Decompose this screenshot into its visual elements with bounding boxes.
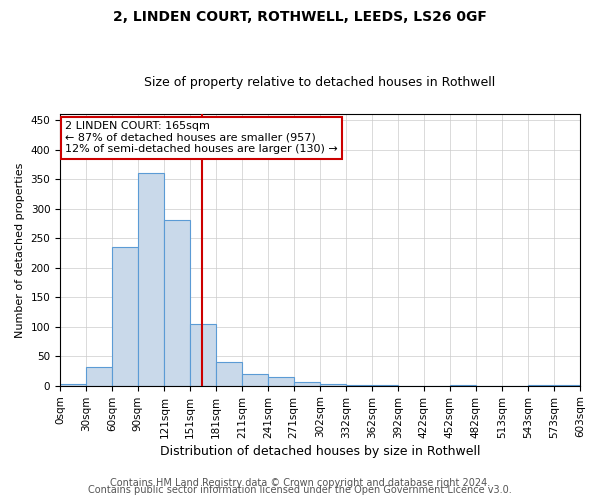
Bar <box>268 377 294 386</box>
Bar <box>372 384 398 386</box>
Text: Contains public sector information licensed under the Open Government Licence v3: Contains public sector information licen… <box>88 485 512 495</box>
Bar <box>137 174 164 386</box>
Bar <box>320 384 346 386</box>
Bar <box>112 247 137 386</box>
Bar <box>450 384 476 386</box>
Text: Contains HM Land Registry data © Crown copyright and database right 2024.: Contains HM Land Registry data © Crown c… <box>110 478 490 488</box>
Bar <box>346 384 372 386</box>
Title: Size of property relative to detached houses in Rothwell: Size of property relative to detached ho… <box>145 76 496 90</box>
Bar <box>216 362 242 386</box>
Bar <box>60 384 86 386</box>
Bar <box>242 374 268 386</box>
Bar <box>164 220 190 386</box>
Text: 2, LINDEN COURT, ROTHWELL, LEEDS, LS26 0GF: 2, LINDEN COURT, ROTHWELL, LEEDS, LS26 0… <box>113 10 487 24</box>
Bar <box>86 367 112 386</box>
X-axis label: Distribution of detached houses by size in Rothwell: Distribution of detached houses by size … <box>160 444 480 458</box>
Y-axis label: Number of detached properties: Number of detached properties <box>15 162 25 338</box>
Bar <box>528 384 554 386</box>
Text: 2 LINDEN COURT: 165sqm
← 87% of detached houses are smaller (957)
12% of semi-de: 2 LINDEN COURT: 165sqm ← 87% of detached… <box>65 121 338 154</box>
Bar <box>190 324 216 386</box>
Bar <box>554 384 580 386</box>
Bar <box>294 382 320 386</box>
